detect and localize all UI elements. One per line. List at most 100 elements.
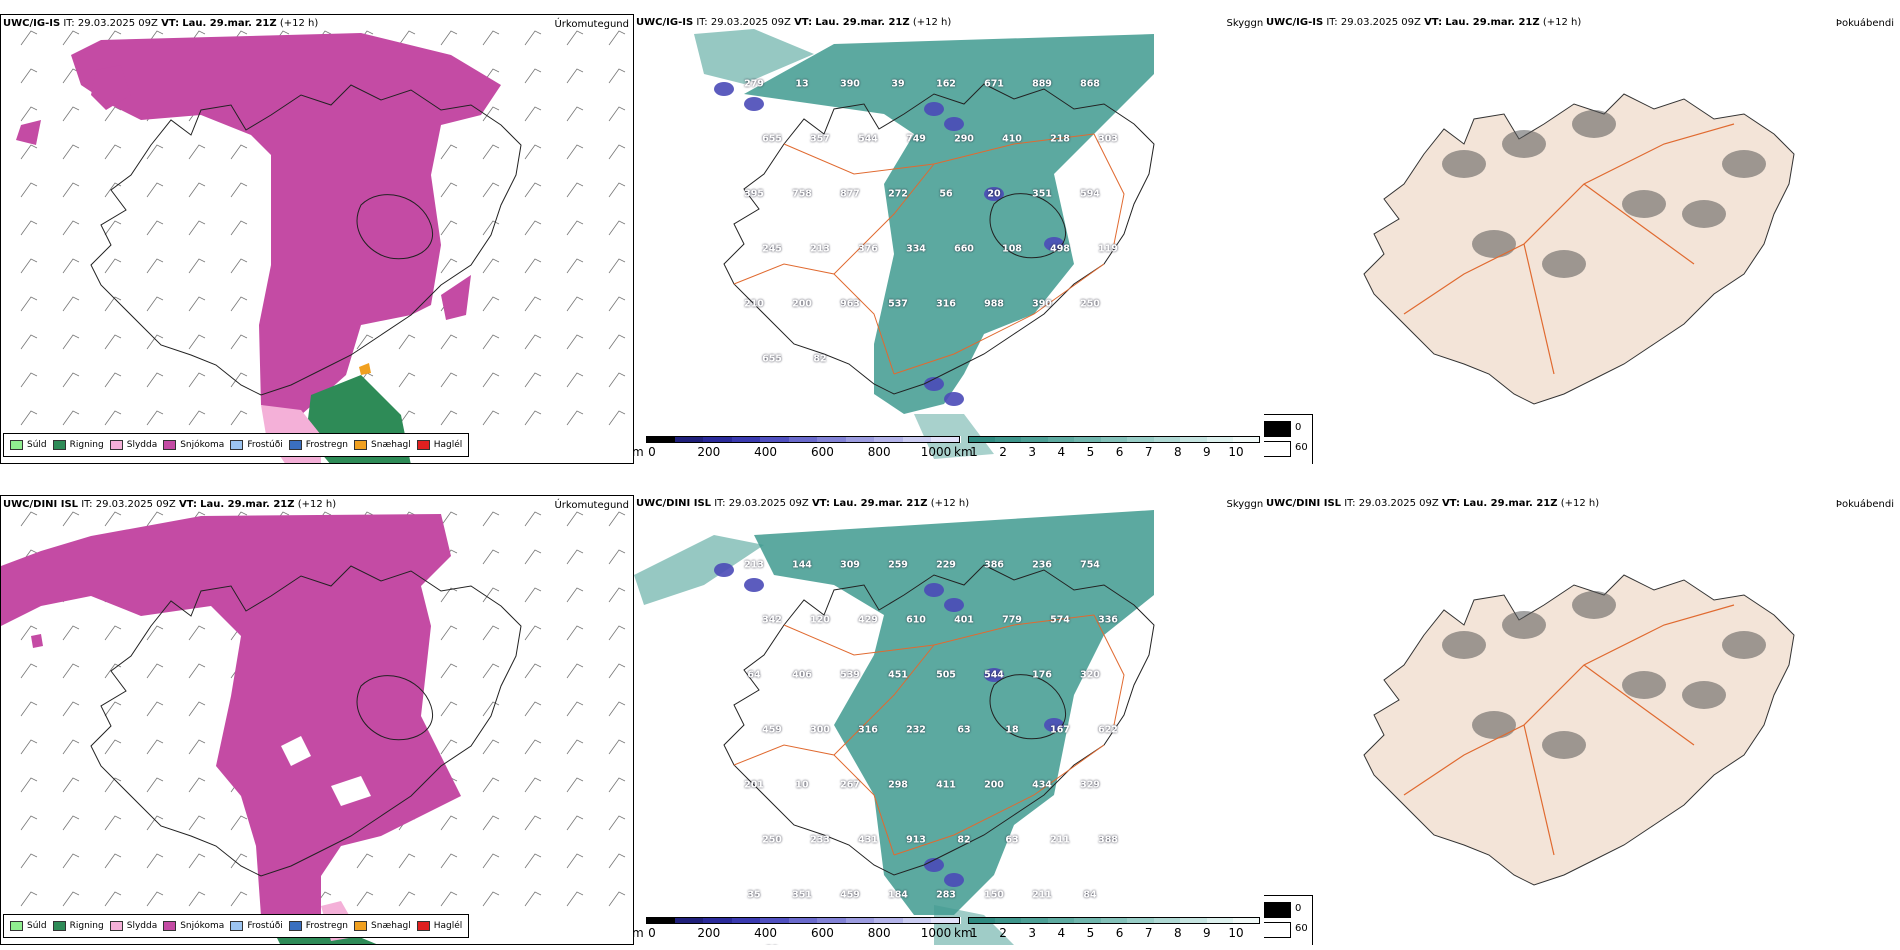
wind-barb xyxy=(62,410,80,426)
high-terrain-cloud xyxy=(944,392,964,406)
wind-barb xyxy=(482,511,500,527)
wind-barb xyxy=(524,663,542,679)
peak-height-label: 406 xyxy=(792,669,812,681)
fog-header-row1: UWC/IG-IS IT: 29.03.2025 09Z VT: Lau. 29… xyxy=(1266,17,1581,28)
wind-barb xyxy=(62,334,80,350)
wind-barb xyxy=(146,182,164,198)
legend-label: Rigning xyxy=(69,921,104,931)
wind-barb xyxy=(188,258,206,274)
wind-barb xyxy=(566,549,584,565)
wind-barb xyxy=(188,182,206,198)
vt-value: Lau. 29.mar. 21Z xyxy=(182,18,277,29)
it-value: 29.03.2025 09Z xyxy=(95,499,176,510)
fog-map-row1 xyxy=(1363,93,1795,405)
wind-barb xyxy=(566,815,584,831)
legend-item: Snjókoma xyxy=(163,440,224,450)
peak-height-label: 272 xyxy=(888,188,908,200)
peak-height-label: 537 xyxy=(888,298,908,310)
peak-height-label: 13 xyxy=(795,78,809,90)
wind-barb xyxy=(608,106,626,122)
peak-height-label: 211 xyxy=(1050,834,1070,846)
wind-barb xyxy=(608,701,626,717)
fog-legend-swatch xyxy=(1264,922,1291,938)
fog-shading xyxy=(1722,150,1766,178)
fog-shading xyxy=(1682,681,1726,709)
vt-label: VT: xyxy=(178,499,197,510)
peak-height-label: 210 xyxy=(744,298,764,310)
road-line xyxy=(1403,123,1735,375)
legend-swatch xyxy=(230,921,244,931)
legend-label: Frostregn xyxy=(305,921,349,931)
wind-barb xyxy=(62,182,80,198)
it-value: 29.03.2025 09Z xyxy=(77,18,158,29)
visibility-colorbar: km 1 2 3 4 5 6 7 8 9 10 xyxy=(954,917,1264,943)
peak-height-label: 336 xyxy=(1098,614,1118,626)
fog-panel-row1: UWC/IG-IS IT: 29.03.2025 09Z VT: Lau. 29… xyxy=(1264,14,1900,464)
wind-barb xyxy=(482,549,500,565)
peak-height-label: 316 xyxy=(936,298,956,310)
wind-barb xyxy=(608,853,626,869)
wind-barb xyxy=(440,815,458,831)
it-label: IT: xyxy=(1326,17,1338,28)
wind-barb xyxy=(566,296,584,312)
wind-barb xyxy=(62,30,80,46)
wind-barb xyxy=(20,334,38,350)
it-label: IT: xyxy=(714,498,726,509)
wind-barb xyxy=(440,587,458,603)
peak-height-label: 395 xyxy=(744,188,764,200)
low-visibility-band xyxy=(754,510,1154,915)
peak-height-label: 758 xyxy=(792,188,812,200)
legend-label: Frostúði xyxy=(247,440,283,450)
wind-barb xyxy=(440,258,458,274)
high-terrain-cloud xyxy=(714,563,734,577)
wind-barb xyxy=(188,853,206,869)
wind-barb xyxy=(20,144,38,160)
precip-type-panel-row1: UWC/IG-IS IT: 29.03.2025 09Z VT: Lau. 29… xyxy=(0,14,634,464)
wind-barb xyxy=(566,853,584,869)
lead-time: (+12 h) xyxy=(297,499,337,510)
low-visibility-band xyxy=(744,34,1154,414)
vt-label: VT: xyxy=(811,498,830,509)
wind-barb xyxy=(566,334,584,350)
wind-barb xyxy=(146,663,164,679)
wind-barb xyxy=(188,144,206,160)
vt-label: VT: xyxy=(1441,498,1460,509)
colorbar-tick-label: 7 xyxy=(1144,445,1153,459)
peak-height-label: 144 xyxy=(792,559,812,571)
wind-barb xyxy=(230,410,248,426)
wind-barb xyxy=(482,296,500,312)
wind-barb xyxy=(398,891,416,907)
colorbar-tick-label: 3 xyxy=(1028,926,1037,940)
wind-barb xyxy=(440,220,458,236)
peak-height-label: 386 xyxy=(984,559,1004,571)
peak-height-label: 988 xyxy=(984,298,1004,310)
peak-height-label: 10 xyxy=(795,779,809,791)
peak-height-label: 889 xyxy=(1032,78,1052,90)
high-terrain-cloud xyxy=(984,187,1004,201)
high-terrain-cloud xyxy=(984,668,1004,682)
peak-height-label: 120 xyxy=(810,614,830,626)
wind-barb xyxy=(20,372,38,388)
peak-height-label: 779 xyxy=(1002,614,1022,626)
precip-map-row2 xyxy=(1,511,626,944)
wind-barb xyxy=(482,701,500,717)
wind-barb xyxy=(524,815,542,831)
wind-barb xyxy=(566,701,584,717)
vt-value: Lau. 29.mar. 21Z xyxy=(200,499,295,510)
vt-label: VT: xyxy=(794,17,813,28)
colorbar-frame xyxy=(646,436,960,443)
fog-shading xyxy=(1542,250,1586,278)
peak-height-label: 309 xyxy=(840,559,860,571)
wind-barb xyxy=(20,410,38,426)
glacier-outline xyxy=(989,674,1067,740)
glacier-outline xyxy=(356,194,434,260)
wind-barb xyxy=(398,853,416,869)
peak-height-label: 290 xyxy=(954,133,974,145)
high-terrain-cloud xyxy=(1044,718,1064,732)
wind-barb xyxy=(230,296,248,312)
wind-barb xyxy=(524,511,542,527)
fog-shading xyxy=(1722,631,1766,659)
wind-barb xyxy=(230,891,248,907)
high-terrain-cloud xyxy=(1044,237,1064,251)
wind-barb xyxy=(146,891,164,907)
